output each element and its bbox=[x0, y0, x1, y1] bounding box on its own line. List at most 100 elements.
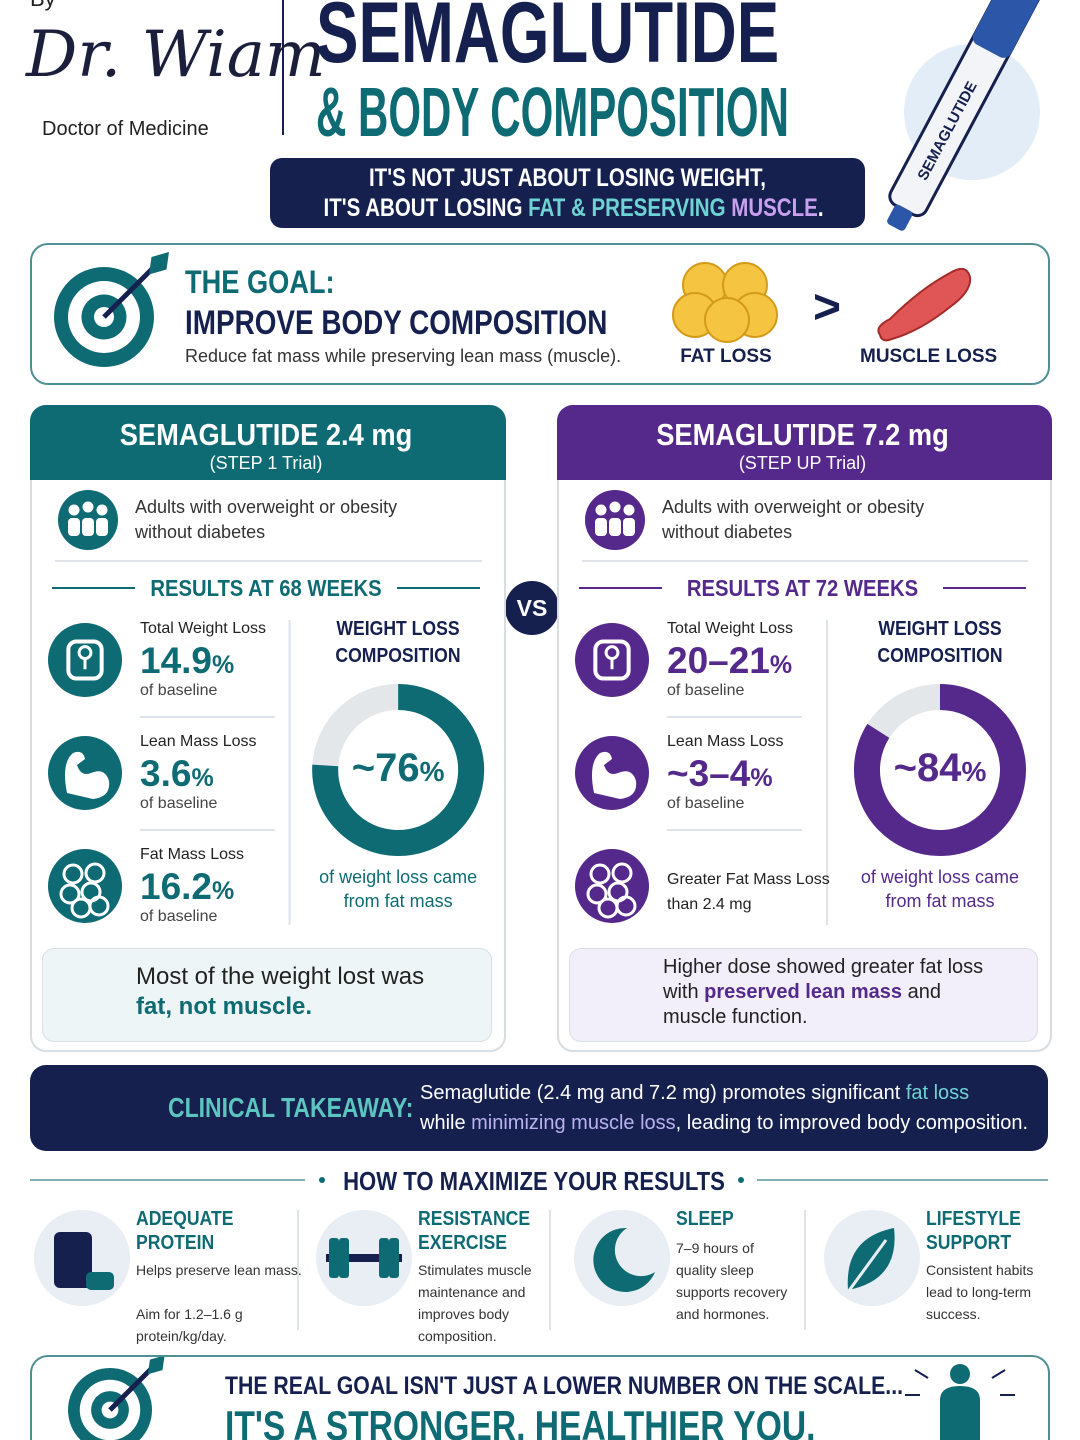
tip-text: 7–9 hours of bbox=[676, 1240, 754, 1256]
takeaway-box bbox=[30, 1065, 1048, 1151]
takeaway-line-part: while bbox=[420, 1112, 472, 1134]
tip-title: EXERCISE bbox=[418, 1232, 508, 1254]
tip-text: improves body bbox=[418, 1306, 510, 1322]
tip-text: Stimulates muscle bbox=[418, 1262, 532, 1278]
footer-line: THE REAL GOAL ISN'T JUST A LOWER NUMBER … bbox=[225, 1372, 904, 1400]
metric-label: Lean Mass Loss bbox=[140, 733, 257, 750]
tip-stem bbox=[846, 1239, 888, 1293]
tagline-part: IT'S ABOUT LOSING bbox=[323, 194, 529, 222]
icon-head bbox=[623, 504, 635, 516]
target-arrow bbox=[108, 1364, 156, 1412]
takeaway-title: CLINICAL TAKEAWAY: bbox=[168, 1092, 414, 1123]
population: Adults with overweight or obesity bbox=[135, 497, 398, 517]
donut-label: ~76% bbox=[318, 746, 478, 791]
target-arrow bbox=[102, 262, 159, 319]
icon-head bbox=[82, 501, 94, 513]
icon-scale bbox=[66, 639, 104, 681]
metric-value: 16.2% bbox=[140, 866, 234, 908]
metric-unit: % bbox=[769, 651, 793, 679]
metric-unit: % bbox=[750, 764, 773, 792]
population: without diabetes bbox=[662, 522, 793, 542]
trial-header bbox=[557, 405, 1052, 480]
population: without diabetes bbox=[135, 522, 266, 542]
icon-dial bbox=[77, 645, 93, 661]
donut-caption: of weight loss came bbox=[860, 867, 1019, 887]
footer-line: IT'S A STRONGER, HEALTHIER YOU. bbox=[225, 1402, 816, 1440]
by-label: By bbox=[30, 0, 56, 12]
tip-plate bbox=[329, 1238, 339, 1278]
icon-head bbox=[609, 501, 621, 513]
tips-heading: HOW TO MAXIMIZE YOUR RESULTS bbox=[343, 1166, 725, 1196]
tagline: IT'S NOT JUST ABOUT LOSING WEIGHT, bbox=[368, 164, 767, 192]
donut-arc bbox=[853, 684, 1026, 856]
tagline-part: FAT & PRESERVING bbox=[528, 194, 732, 222]
footer-box bbox=[30, 1355, 1050, 1440]
metric-note: of baseline bbox=[140, 795, 218, 812]
summary-box bbox=[42, 948, 492, 1042]
fat-cell bbox=[704, 297, 750, 343]
donut-arc bbox=[312, 684, 485, 856]
person-body bbox=[940, 1386, 980, 1440]
target-fletch bbox=[149, 252, 169, 275]
composition-title: COMPOSITION bbox=[877, 645, 1003, 667]
pen-cap bbox=[972, 0, 1047, 58]
donut-caption: from fat mass bbox=[885, 891, 995, 911]
donut-label: ~84% bbox=[860, 746, 1020, 791]
tagline: IT'S ABOUT LOSING FAT & PRESERVING MUSCL… bbox=[323, 194, 824, 223]
icon-cell bbox=[611, 862, 633, 884]
icon-dial bbox=[604, 645, 620, 661]
metric-value: 3.6% bbox=[140, 753, 214, 795]
icon-cell bbox=[586, 883, 608, 905]
tip-scoop bbox=[86, 1272, 114, 1290]
tip-title: LIFESTYLE bbox=[926, 1208, 1021, 1230]
metric-label: Lean Mass Loss bbox=[667, 733, 784, 750]
trial-name: SEMAGLUTIDE 2.4 mg bbox=[119, 417, 413, 452]
composition-title: COMPOSITION bbox=[335, 645, 461, 667]
tip-text: lead to long-term bbox=[926, 1284, 1032, 1300]
icon-head bbox=[96, 504, 108, 516]
goal-desc: Reduce fat mass while preserving lean ma… bbox=[185, 346, 622, 366]
muscle bbox=[877, 267, 972, 342]
population: Adults with overweight or obesity bbox=[662, 497, 925, 517]
vs-label: VS bbox=[516, 595, 548, 621]
summary-line-part: fat, not muscle. bbox=[136, 993, 313, 1020]
tips-dot bbox=[738, 1177, 744, 1183]
icon-head bbox=[68, 504, 80, 516]
donut-caption: of weight loss came bbox=[319, 867, 478, 887]
summary-line: fat, not muscle. bbox=[136, 993, 312, 1021]
tip-text: quality sleep bbox=[676, 1262, 754, 1278]
takeaway-line-part: , leading to improved body composition. bbox=[675, 1112, 1029, 1134]
summary-line-part: with bbox=[663, 980, 705, 1003]
person-ray bbox=[914, 1369, 929, 1379]
takeaway-line: while minimizing muscle loss, leading to… bbox=[420, 1112, 1028, 1135]
tip-title: SUPPORT bbox=[926, 1232, 1012, 1254]
tip-text: Consistent habits bbox=[926, 1262, 1034, 1278]
tip-text: Helps preserve lean mass. bbox=[136, 1262, 302, 1278]
metric-unit: % bbox=[212, 651, 235, 679]
summary-line: Most of the weight lost was bbox=[136, 963, 424, 991]
tip-plate bbox=[389, 1238, 399, 1278]
icon-cell bbox=[62, 863, 84, 885]
metric-label: Greater Fat Mass Loss bbox=[667, 871, 830, 888]
metric-note: of baseline bbox=[667, 682, 745, 699]
summary-box bbox=[569, 948, 1038, 1042]
tip-text: composition. bbox=[418, 1328, 497, 1344]
metric-unit: % bbox=[191, 764, 214, 792]
takeaway-line: Semaglutide (2.4 mg and 7.2 mg) promotes… bbox=[420, 1082, 969, 1105]
tip-bar bbox=[326, 1254, 402, 1262]
credential: Doctor of Medicine bbox=[42, 118, 209, 140]
results-heading: RESULTS AT 72 WEEKS bbox=[686, 575, 919, 601]
takeaway-line-part: fat loss bbox=[905, 1082, 970, 1104]
donut-unit: % bbox=[961, 756, 987, 787]
person-ray bbox=[991, 1369, 1006, 1379]
tip-text: and hormones. bbox=[676, 1306, 770, 1322]
metric-note: of baseline bbox=[140, 682, 218, 699]
pen-tip bbox=[887, 204, 913, 231]
summary-line-part: Higher dose showed greater fat loss bbox=[663, 955, 984, 978]
title: SEMAGLUTIDE bbox=[316, 0, 780, 81]
summary-line: Higher dose showed greater fat loss bbox=[663, 956, 983, 979]
summary-line-part: and bbox=[902, 980, 941, 1003]
metric-note: of baseline bbox=[667, 795, 745, 812]
trial-label: (STEP UP Trial) bbox=[738, 453, 867, 473]
tip-title: PROTEIN bbox=[136, 1232, 215, 1254]
